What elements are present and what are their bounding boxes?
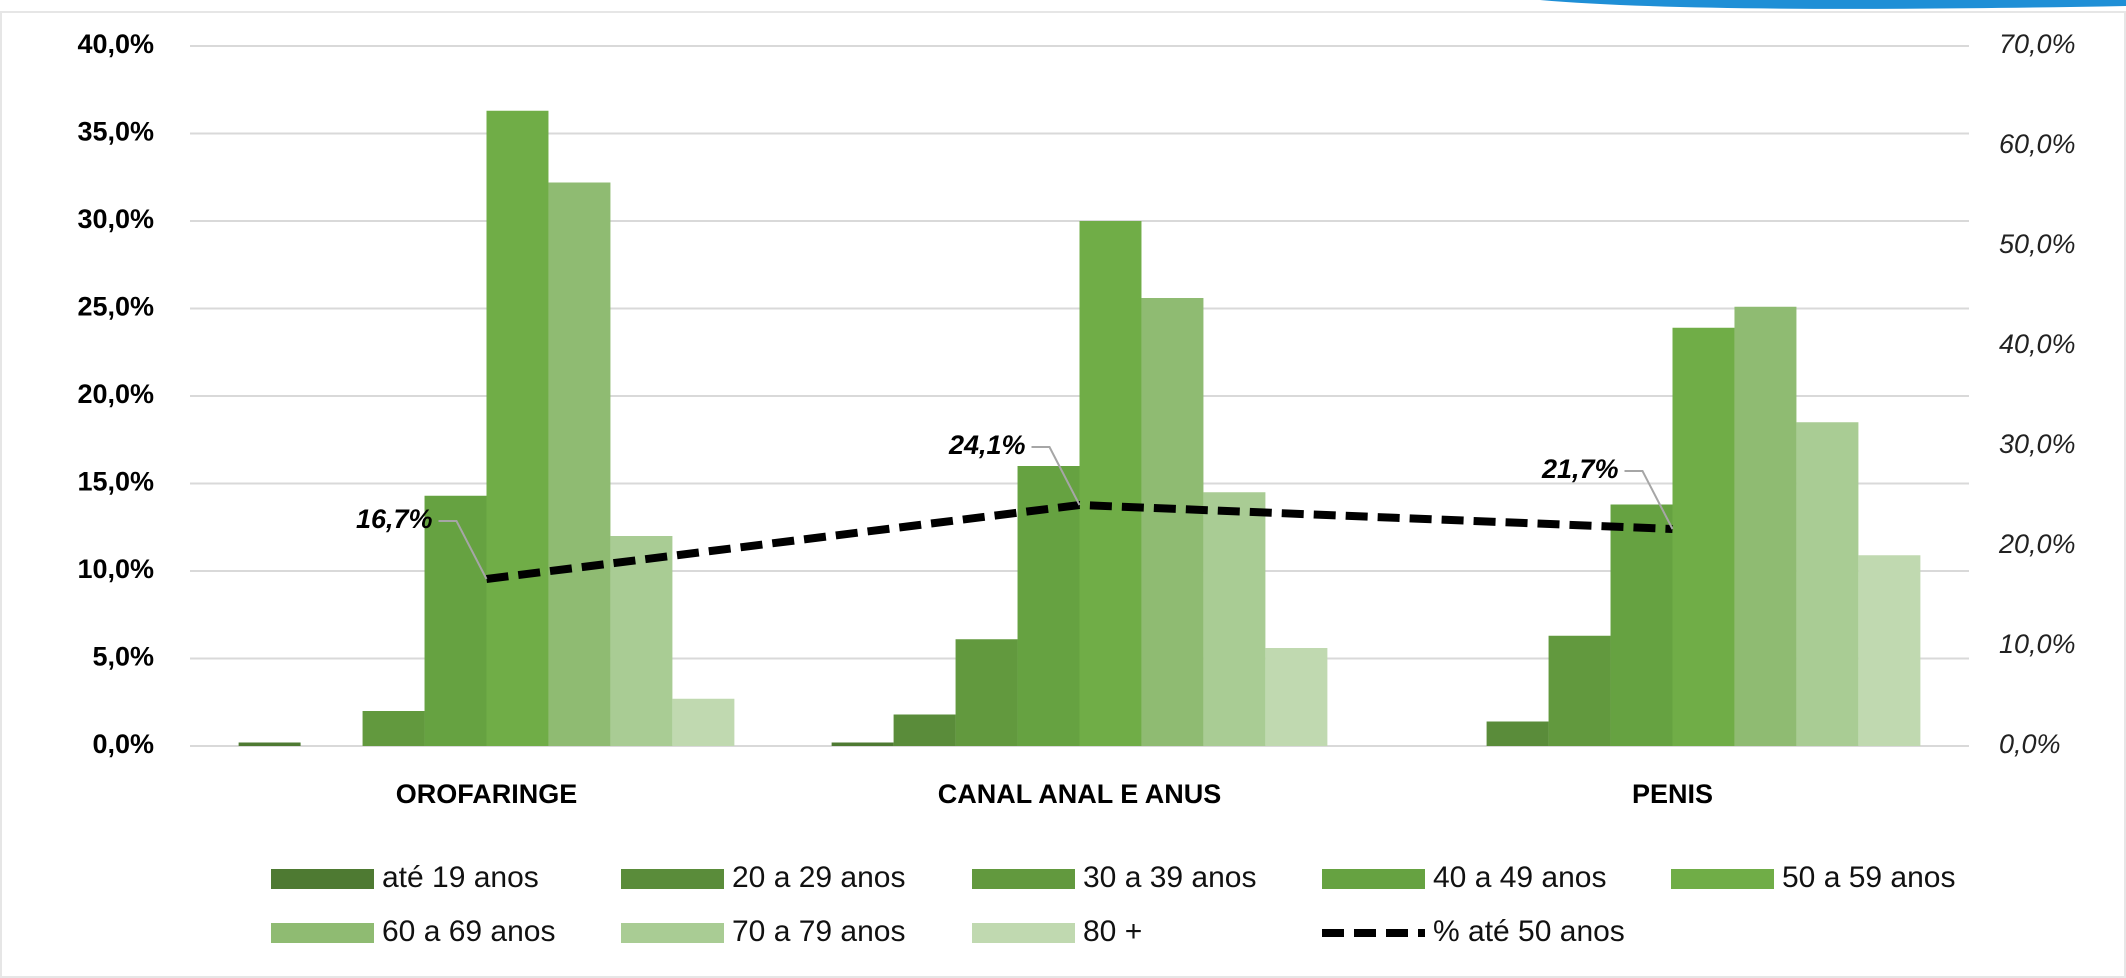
leader-line	[438, 520, 488, 580]
bar	[1858, 555, 1921, 746]
bar	[1203, 492, 1266, 746]
legend-swatch	[621, 869, 724, 889]
legend-label: 80 +	[1083, 915, 1142, 948]
y-tick-label: 10,0%	[77, 554, 154, 584]
y-tick-label: 30,0%	[77, 204, 154, 234]
leader-line	[1624, 470, 1674, 530]
y2-tick-label: 70,0%	[1999, 29, 2076, 59]
y2-tick-label: 60,0%	[1999, 129, 2076, 159]
x-tick-label: CANAL ANAL E ANUS	[938, 779, 1222, 809]
y2-tick-label: 30,0%	[1999, 429, 2076, 459]
bar	[486, 110, 549, 746]
bar	[893, 714, 956, 746]
bar	[1079, 221, 1142, 746]
legend-swatch	[271, 923, 374, 943]
y-tick-label: 35,0%	[77, 117, 154, 147]
bar	[1265, 648, 1328, 746]
bar	[424, 495, 487, 746]
legend-swatch	[621, 923, 724, 943]
y2-tick-label: 50,0%	[1999, 229, 2076, 259]
y2-tick-label: 10,0%	[1999, 629, 2076, 659]
chart-border	[0, 11, 2126, 978]
bar	[1734, 306, 1797, 746]
y-tick-label: 15,0%	[77, 467, 154, 497]
bar	[1486, 721, 1549, 746]
y2-tick-label: 20,0%	[1998, 529, 2076, 559]
x-tick-label: OROFARINGE	[396, 779, 578, 809]
bar	[672, 698, 735, 746]
legend-label: 70 a 79 anos	[732, 915, 905, 948]
bar	[1141, 298, 1204, 746]
legend-label: 50 a 59 anos	[1782, 861, 1955, 894]
bar	[955, 639, 1018, 746]
legend-swatch	[1671, 869, 1774, 889]
y-tick-label: 20,0%	[77, 379, 154, 409]
x-tick-label: PENIS	[1632, 779, 1713, 809]
bar	[238, 742, 301, 746]
legend-label: 30 a 39 anos	[1083, 861, 1256, 894]
y-tick-label: 5,0%	[92, 642, 154, 672]
data-label: 16,7%	[356, 504, 433, 534]
legend-label: 40 a 49 anos	[1433, 861, 1606, 894]
y-tick-label: 25,0%	[77, 292, 154, 322]
y2-tick-label: 0,0%	[1999, 729, 2061, 759]
legend-swatch	[972, 869, 1075, 889]
data-label: 24,1%	[948, 430, 1026, 460]
legend-swatch	[271, 869, 374, 889]
legend-label: % até 50 anos	[1433, 915, 1625, 948]
decoration	[1540, 0, 2126, 9]
bar	[362, 711, 425, 746]
y2-tick-label: 40,0%	[1999, 329, 2076, 359]
bar	[1672, 327, 1735, 746]
bar	[548, 182, 611, 746]
bar	[1610, 504, 1673, 746]
legend-swatch	[1322, 869, 1425, 889]
leader-line	[1031, 446, 1081, 506]
legend-label: 20 a 29 anos	[732, 861, 905, 894]
bar	[1548, 635, 1611, 746]
bar	[610, 536, 673, 746]
y-tick-label: 0,0%	[92, 729, 154, 759]
legend-label: até 19 anos	[382, 861, 539, 894]
y-tick-label: 40,0%	[77, 29, 154, 59]
legend-swatch	[972, 923, 1075, 943]
bar	[831, 742, 894, 746]
data-label: 21,7%	[1541, 454, 1619, 484]
bar	[1796, 422, 1859, 746]
legend-label: 60 a 69 anos	[382, 915, 555, 948]
